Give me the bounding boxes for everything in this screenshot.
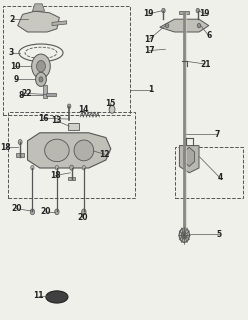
- Circle shape: [82, 209, 86, 215]
- Text: 8: 8: [19, 91, 24, 100]
- Bar: [68, 177, 75, 180]
- Text: 18: 18: [1, 143, 11, 152]
- Ellipse shape: [179, 228, 189, 243]
- Circle shape: [197, 23, 201, 28]
- Circle shape: [55, 209, 59, 215]
- Text: 2: 2: [9, 15, 14, 24]
- Circle shape: [36, 60, 45, 72]
- Ellipse shape: [74, 140, 94, 161]
- Polygon shape: [179, 146, 199, 173]
- Text: 19: 19: [199, 9, 210, 18]
- Text: 10: 10: [10, 62, 21, 71]
- Circle shape: [39, 77, 43, 82]
- Bar: [179, 11, 189, 14]
- Polygon shape: [160, 19, 209, 32]
- Circle shape: [18, 140, 22, 145]
- Circle shape: [70, 165, 74, 170]
- Bar: [68, 123, 79, 130]
- Text: 14: 14: [79, 105, 89, 114]
- Circle shape: [181, 231, 187, 239]
- Text: 20: 20: [77, 213, 88, 222]
- Text: 7: 7: [215, 130, 220, 139]
- Bar: [46, 93, 56, 96]
- Text: 15: 15: [106, 99, 116, 108]
- Circle shape: [36, 72, 46, 86]
- Circle shape: [162, 8, 165, 13]
- Text: 4: 4: [217, 173, 222, 182]
- Circle shape: [55, 165, 59, 170]
- Text: 1: 1: [149, 85, 154, 94]
- Bar: [43, 85, 47, 98]
- Circle shape: [30, 209, 35, 215]
- Bar: [16, 153, 24, 157]
- Text: 20: 20: [41, 207, 51, 216]
- Circle shape: [82, 165, 86, 170]
- Text: 20: 20: [11, 204, 22, 213]
- Polygon shape: [32, 4, 45, 11]
- Text: 6: 6: [206, 31, 212, 40]
- Text: 21: 21: [200, 60, 210, 68]
- Text: 5: 5: [217, 230, 222, 239]
- Polygon shape: [28, 133, 111, 168]
- Text: 11: 11: [33, 292, 44, 300]
- Text: 19: 19: [144, 9, 154, 18]
- Text: 13: 13: [52, 116, 62, 125]
- Text: 16: 16: [38, 114, 49, 123]
- Text: 22: 22: [21, 89, 31, 98]
- Polygon shape: [18, 11, 59, 32]
- Text: 9: 9: [14, 75, 19, 84]
- Polygon shape: [52, 21, 67, 26]
- Text: 17: 17: [144, 35, 155, 44]
- Polygon shape: [184, 147, 194, 166]
- Ellipse shape: [45, 139, 69, 162]
- Text: 12: 12: [99, 150, 110, 159]
- Text: 17: 17: [144, 46, 155, 55]
- Circle shape: [196, 8, 199, 13]
- Circle shape: [67, 104, 71, 108]
- Ellipse shape: [46, 291, 68, 303]
- Circle shape: [165, 23, 169, 28]
- Circle shape: [109, 106, 115, 113]
- Circle shape: [32, 54, 50, 78]
- Text: 3: 3: [9, 48, 14, 57]
- Circle shape: [31, 165, 34, 170]
- Text: 18: 18: [50, 171, 61, 180]
